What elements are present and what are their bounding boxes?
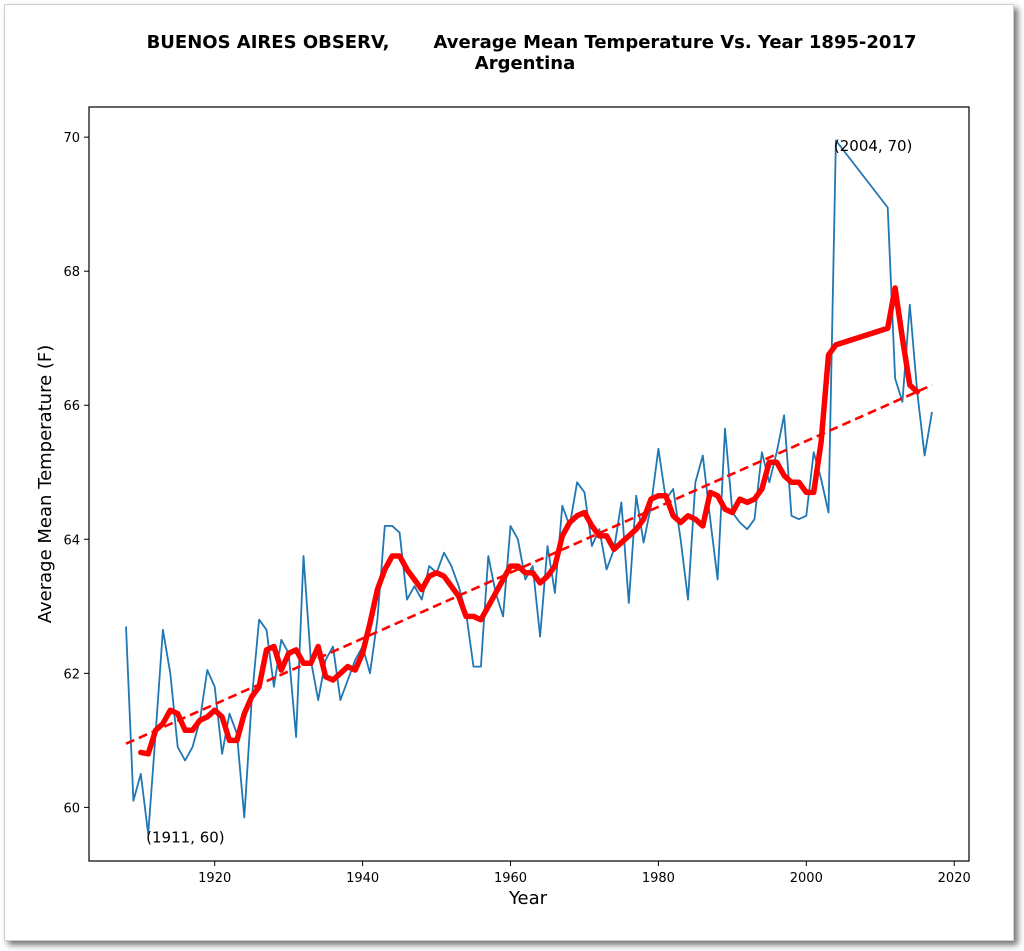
raw-temperature-line (125, 139, 933, 836)
y-axis-label: Average Mean Temperature (F) (35, 345, 56, 624)
y-tick-label: 60 (63, 801, 80, 816)
x-tick-label: 1960 (494, 871, 527, 886)
x-tick-label: 2000 (790, 871, 823, 886)
figure-frame (4, 4, 1014, 941)
y-tick-label: 64 (63, 533, 80, 548)
trend-line (125, 383, 933, 745)
x-axis-label: Year (508, 888, 548, 909)
chart-title-left: BUENOS AIRES OBSERV, (147, 32, 390, 53)
y-tick-label: 66 (63, 399, 80, 414)
x-tick-label: 1980 (642, 871, 675, 886)
x-tick-label: 1940 (346, 871, 379, 886)
point-annotation: (1911, 60) (146, 829, 225, 847)
y-tick-label: 68 (63, 265, 80, 280)
chart-title-right: Average Mean Temperature Vs. Year 1895-2… (434, 32, 917, 53)
chart-subtitle: Argentina (475, 53, 575, 74)
x-tick-label: 2020 (938, 871, 971, 886)
y-tick-label: 70 (63, 131, 80, 146)
plot-area: 1920 1940 1960 1980 2000 2020 60 62 64 66 68 70 (191… (63, 106, 971, 886)
x-tick-label: 1920 (198, 871, 231, 886)
y-tick-label: 62 (63, 667, 80, 682)
point-annotation: (2004, 70) (834, 137, 913, 155)
smoothed-temperature-line (138, 285, 920, 757)
plot-frame (88, 106, 970, 862)
